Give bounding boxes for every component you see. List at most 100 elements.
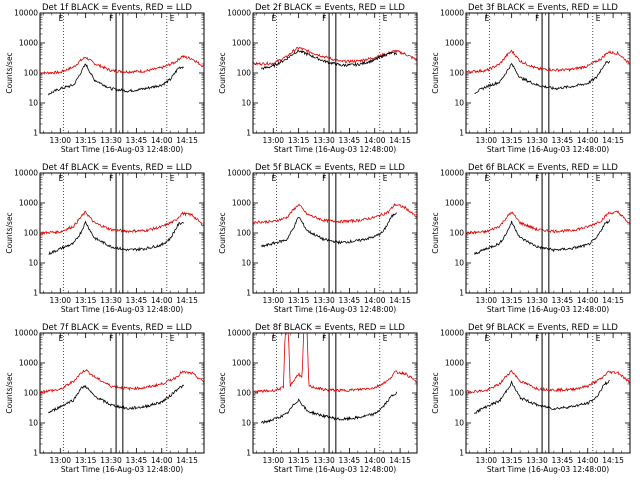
x-tick-label: 13:45 (126, 296, 148, 305)
y-tick-label: 1000 (232, 199, 251, 208)
y-tick-label: 10000 (440, 169, 464, 178)
x-tick-label: 13:45 (126, 456, 148, 465)
events-series-line (474, 60, 611, 94)
x-tick-label: 13:30 (100, 456, 122, 465)
y-tick-label: 10000 (227, 9, 251, 18)
x-tick-label: 13:45 (339, 456, 361, 465)
x-tick-label: 14:15 (389, 136, 411, 145)
x-tick-label: 13:45 (339, 296, 361, 305)
x-tick-label: 13:30 (313, 136, 335, 145)
plot-frame (39, 12, 205, 134)
y-tick-label: 10000 (440, 329, 464, 338)
x-tick-label: 13:45 (339, 136, 361, 145)
x-tick-label: 13:45 (126, 136, 148, 145)
y-tick-label: 1 (459, 449, 464, 458)
interval-annotation: E (170, 14, 175, 23)
x-tick-label: 13:15 (288, 136, 310, 145)
detector-panel-8: Det 8f BLACK = Events, RED = LLD 1 10 100 10… (218, 323, 418, 474)
x-tick-label: 13:45 (552, 296, 574, 305)
x-tick-label: 13:15 (288, 296, 310, 305)
interval-annotation: E (59, 14, 64, 23)
lld-series-line (40, 368, 204, 394)
x-tick-label: 14:00 (151, 456, 173, 465)
y-tick-label: 10 (454, 419, 464, 428)
y-tick-label: 10000 (14, 329, 38, 338)
y-tick-label: 1000 (19, 39, 38, 48)
detector-panel-4: Det 4f BLACK = Events, RED = LLD 1 10 100 10… (5, 163, 205, 314)
y-tick-label: 10 (28, 99, 38, 108)
interval-annotation: E (383, 174, 388, 183)
x-axis-label: Start Time (16-Aug-03 12:48:00) (61, 305, 183, 314)
y-tick-label: 10 (454, 259, 464, 268)
plot-title: Det 1f BLACK = Events, RED = LLD (42, 3, 192, 13)
x-tick-label: 13:00 (49, 456, 71, 465)
interval-annotation: E (272, 14, 277, 23)
x-tick-label: 13:30 (100, 136, 122, 145)
y-tick-label: 100 (24, 69, 39, 78)
x-tick-label: 13:30 (100, 296, 122, 305)
plot-title: Det 4f BLACK = Events, RED = LLD (42, 163, 192, 173)
y-tick-label: 10 (241, 99, 251, 108)
x-axis-label: Start Time (16-Aug-03 12:48:00) (274, 465, 396, 474)
x-tick-label: 13:15 (501, 456, 523, 465)
detector-panel-5: Det 5f BLACK = Events, RED = LLD 1 10 100 10… (218, 163, 418, 314)
plot-frame (465, 12, 631, 134)
x-tick-label: 13:00 (475, 456, 497, 465)
interval-annotation: E (596, 334, 601, 343)
events-series-line (48, 220, 184, 255)
x-tick-label: 13:15 (501, 136, 523, 145)
plot-data (253, 46, 417, 71)
plot-frame (465, 172, 631, 294)
y-tick-label: 100 (450, 229, 465, 238)
detector-panel-1: Det 1f BLACK = Events, RED = LLD 1 10 100 10… (5, 3, 205, 154)
interval-annotation: F (109, 14, 113, 23)
plot-frame (465, 332, 631, 454)
x-tick-label: 14:15 (176, 456, 198, 465)
x-tick-label: 13:45 (552, 136, 574, 145)
interval-annotation: F (535, 14, 539, 23)
plot-data (40, 368, 204, 414)
x-tick-label: 14:00 (577, 136, 599, 145)
y-axis-label: Counts/sec (218, 212, 227, 253)
events-series-line (474, 379, 610, 414)
y-axis-label: Counts/sec (218, 52, 227, 93)
x-tick-label: 13:15 (75, 456, 97, 465)
x-axis-label: Start Time (16-Aug-03 12:48:00) (487, 145, 609, 154)
lld-series-line (466, 369, 630, 394)
x-tick-label: 13:00 (262, 296, 284, 305)
plot-data (253, 202, 417, 248)
x-tick-label: 13:30 (526, 296, 548, 305)
y-tick-label: 10000 (14, 9, 38, 18)
x-tick-label: 14:15 (176, 136, 198, 145)
interval-annotation: F (322, 334, 326, 343)
x-axis-label: Start Time (16-Aug-03 12:48:00) (61, 465, 183, 474)
interval-annotation: E (272, 174, 277, 183)
lld-series-line (253, 202, 417, 225)
x-tick-label: 13:15 (75, 296, 97, 305)
y-tick-label: 1 (246, 289, 251, 298)
y-tick-label: 1 (33, 289, 38, 298)
interval-annotation: E (383, 14, 388, 23)
y-tick-label: 10000 (14, 169, 38, 178)
plot-data (40, 210, 204, 255)
interval-annotation: E (485, 14, 490, 23)
y-axis-label: Counts/sec (5, 212, 14, 253)
x-tick-label: 13:00 (262, 456, 284, 465)
x-tick-label: 14:00 (364, 136, 386, 145)
x-tick-label: 13:15 (75, 136, 97, 145)
y-tick-label: 10000 (227, 169, 251, 178)
x-axis-label: Start Time (16-Aug-03 12:48:00) (274, 145, 396, 154)
y-tick-label: 1000 (19, 359, 38, 368)
y-tick-label: 1 (459, 289, 464, 298)
detector-panel-7: Det 7f BLACK = Events, RED = LLD 1 10 100 10… (5, 323, 205, 474)
y-tick-label: 100 (450, 389, 465, 398)
interval-annotation: E (485, 334, 490, 343)
interval-annotation: E (272, 334, 277, 343)
plot-data (466, 210, 630, 255)
x-tick-label: 14:15 (602, 136, 624, 145)
x-tick-label: 14:00 (364, 296, 386, 305)
x-tick-label: 13:30 (313, 456, 335, 465)
plot-title: Det 9f BLACK = Events, RED = LLD (468, 323, 618, 333)
